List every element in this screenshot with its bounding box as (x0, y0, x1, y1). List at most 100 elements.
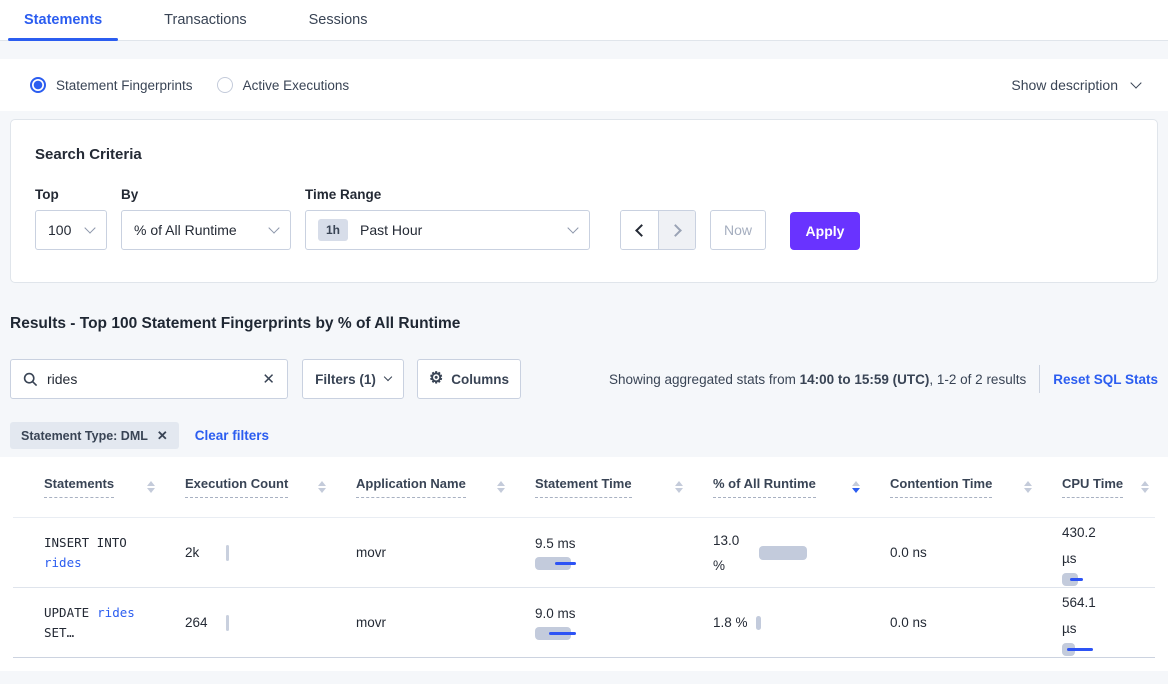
status-time-range: 14:00 to 15:59 (UTC) (799, 371, 930, 387)
caret-down-icon (1024, 488, 1032, 493)
contention-time-cell: 0.0 ns (890, 615, 1062, 630)
show-description-toggle[interactable]: Show description (1011, 77, 1142, 93)
execution-count-value: 264 (185, 615, 208, 630)
filters-button[interactable]: Filters (1) (302, 359, 404, 399)
tab-statements[interactable]: Statements (8, 0, 119, 41)
filter-pill-statement-type[interactable]: Statement Type: DML ✕ (10, 422, 179, 449)
pct-runtime-cell: 13.0 % (713, 528, 890, 578)
sort-icon-active-desc[interactable] (852, 481, 860, 493)
execution-count-bar (226, 544, 229, 561)
chevron-left-icon (635, 223, 648, 237)
vertical-divider (1039, 365, 1041, 393)
time-range-label: Time Range (305, 187, 382, 202)
caret-up-icon (1024, 481, 1032, 486)
gear-icon: ⚙ (428, 370, 444, 387)
top-control: Top 100 (35, 187, 107, 250)
tab-statements-label: Statements (24, 12, 103, 28)
caret-up-icon (1141, 481, 1149, 486)
statement-text: UPDATE rides (44, 603, 185, 623)
top-select[interactable]: 100 (35, 210, 107, 250)
radio-unselected-icon (216, 77, 233, 93)
table-header-row: Statements Execution Count Application N… (13, 457, 1155, 518)
column-header-pct-of-all-runtime: % of All Runtime (713, 476, 890, 498)
search-icon (23, 372, 38, 386)
application-name-cell: movr (356, 615, 535, 630)
time-range-value: Past Hour (360, 222, 423, 238)
sort-icon[interactable] (1141, 481, 1149, 493)
application-name-value: movr (356, 615, 386, 630)
column-header-application-name: Application Name (356, 476, 535, 498)
sort-icon[interactable] (1024, 481, 1032, 493)
statement-time-bar (535, 556, 579, 570)
clear-search-icon[interactable]: ✕ (262, 370, 275, 388)
radio-active-executions[interactable]: Active Executions (216, 77, 349, 93)
clear-filters-link[interactable]: Clear filters (194, 428, 270, 443)
column-label[interactable]: % of All Runtime (713, 476, 816, 498)
search-criteria-title: Search Criteria (35, 146, 142, 163)
statement-link[interactable]: rides (44, 554, 82, 570)
top-tab-bar: Statements Transactions Sessions (0, 0, 1168, 41)
column-label[interactable]: Statements (44, 476, 115, 498)
statement-keyword: INSERT INTO (44, 534, 127, 550)
pct-runtime-value: 1.8 % (713, 615, 748, 630)
cpu-time-value: 430.2 µs (1062, 524, 1096, 566)
apply-button[interactable]: Apply (790, 212, 860, 250)
results-toolbar: ✕ Filters (1) ⚙ Columns Showing aggregat… (10, 359, 1158, 399)
column-label[interactable]: Application Name (356, 476, 466, 498)
table-row: UPDATE rides SET… 264 movr 9.0 ms 1.8 % 0… (13, 588, 1155, 658)
view-toggle-bar: Statement Fingerprints Active Executions… (0, 59, 1168, 111)
radio-statement-fingerprints[interactable]: Statement Fingerprints (30, 77, 193, 93)
now-button[interactable]: Now (710, 210, 766, 250)
tab-transactions[interactable]: Transactions (148, 0, 262, 40)
next-time-button[interactable] (658, 211, 695, 249)
statement-text: rides (44, 553, 185, 573)
caret-down-icon (852, 488, 860, 493)
execution-count-cell: 2k (185, 544, 356, 561)
column-label[interactable]: Contention Time (890, 476, 993, 498)
caret-up-icon (318, 481, 326, 486)
by-label: By (121, 187, 139, 202)
search-criteria-panel: Search Criteria Top 100 By % of All Runt… (10, 119, 1158, 283)
by-select[interactable]: % of All Runtime (121, 210, 291, 250)
pct-runtime-bar (755, 615, 761, 630)
sort-icon[interactable] (318, 481, 326, 493)
statement-keyword: UPDATE (44, 604, 90, 620)
cpu-time-cell: 430.2 µs (1062, 520, 1155, 586)
radio-statement-fingerprints-label: Statement Fingerprints (56, 77, 193, 93)
sort-icon[interactable] (675, 481, 683, 493)
remove-filter-icon[interactable]: ✕ (156, 428, 168, 443)
status-prefix: Showing aggregated stats from (609, 371, 800, 387)
reset-sql-stats-link[interactable]: Reset SQL Stats (1053, 371, 1158, 387)
column-label[interactable]: CPU Time (1062, 476, 1124, 498)
caret-up-icon (675, 481, 683, 486)
pct-runtime-bar (759, 545, 807, 560)
sort-icon[interactable] (497, 481, 505, 493)
show-description-label: Show description (1011, 77, 1118, 93)
column-header-statement-time: Statement Time (535, 476, 713, 498)
column-label[interactable]: Execution Count (185, 476, 289, 498)
by-select-value: % of All Runtime (134, 222, 237, 238)
tab-sessions-label: Sessions (308, 12, 368, 28)
statements-table: Statements Execution Count Application N… (0, 457, 1168, 671)
time-range-select[interactable]: 1h Past Hour (305, 210, 590, 250)
status-suffix: , 1-2 of 2 results (929, 371, 1027, 387)
results-heading: Results - Top 100 Statement Fingerprints… (10, 315, 461, 332)
column-header-statements: Statements (44, 476, 185, 498)
columns-button-label: Columns (451, 371, 510, 387)
previous-time-button[interactable] (621, 211, 658, 249)
column-label[interactable]: Statement Time (535, 476, 632, 498)
caret-up-icon (852, 481, 860, 486)
sort-icon[interactable] (147, 481, 155, 493)
cpu-time-bar (1062, 642, 1102, 656)
statement-link[interactable]: rides (97, 604, 135, 620)
column-header-cpu-time: CPU Time (1062, 476, 1155, 498)
tab-sessions[interactable]: Sessions (293, 0, 384, 40)
chevron-down-icon (567, 222, 579, 234)
cpu-time-bar (1062, 572, 1102, 586)
time-nav-group (620, 210, 696, 250)
search-input[interactable] (47, 371, 263, 387)
chevron-down-icon (84, 222, 96, 234)
by-control: By % of All Runtime (121, 187, 291, 250)
top-select-value: 100 (48, 222, 72, 238)
columns-button[interactable]: ⚙ Columns (417, 359, 521, 399)
